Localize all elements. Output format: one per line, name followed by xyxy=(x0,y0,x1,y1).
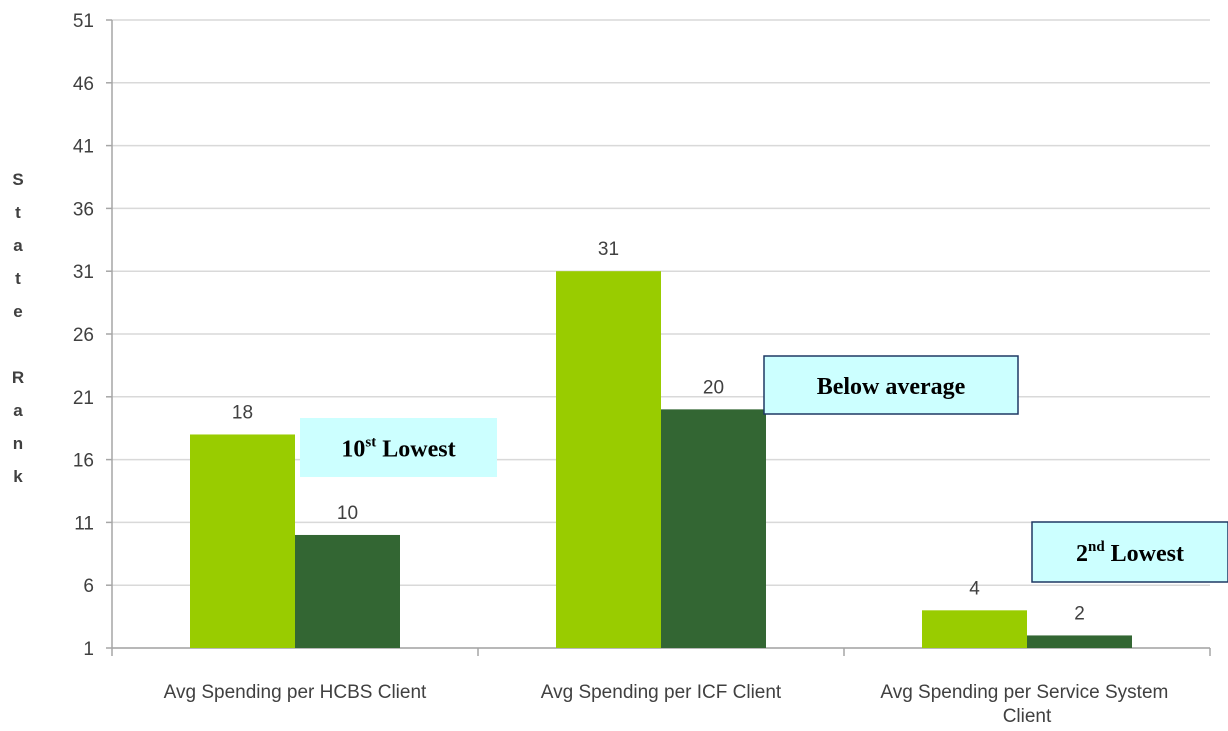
y-tick-label: 36 xyxy=(73,199,94,220)
x-tick-label: Avg Spending per Service System Client xyxy=(880,682,1173,727)
value-label: 20 xyxy=(703,377,724,398)
annotation-box xyxy=(763,355,1019,415)
annotation-box xyxy=(300,418,497,477)
bar xyxy=(1027,635,1132,648)
value-label: 18 xyxy=(232,402,253,423)
annotation-superscript: st xyxy=(365,435,376,451)
annotation: 10st Lowest xyxy=(341,435,455,463)
value-label: 4 xyxy=(969,578,980,599)
x-tick-label: Avg Spending per ICF Client xyxy=(541,682,782,703)
bar xyxy=(190,434,295,648)
annotation: Below average xyxy=(817,374,966,400)
y-tick-label: 16 xyxy=(73,451,94,472)
y-tick-label: 51 xyxy=(73,11,94,32)
value-label: 2 xyxy=(1074,603,1085,624)
y-tick-label: 1 xyxy=(83,639,94,660)
annotation-suffix: Lowest xyxy=(1105,541,1184,567)
x-tick-label: Avg Spending per HCBS Client xyxy=(164,682,427,703)
annotation: 2nd Lowest xyxy=(1076,539,1184,567)
bar xyxy=(556,271,661,648)
bar xyxy=(661,409,766,648)
value-label: 10 xyxy=(337,503,358,524)
y-tick-label: 41 xyxy=(73,137,94,158)
y-tick-label: 26 xyxy=(73,325,94,346)
annotation-superscript: nd xyxy=(1088,539,1105,555)
annotation-text: Below average xyxy=(817,374,966,400)
bar xyxy=(295,534,400,648)
y-tick-label: 6 xyxy=(83,576,94,597)
annotation-box xyxy=(1031,521,1228,583)
value-label: 31 xyxy=(598,239,619,260)
y-tick-label: 46 xyxy=(73,74,94,95)
y-tick-label: 11 xyxy=(74,513,94,534)
y-tick-label: 31 xyxy=(73,262,94,283)
y-axis-label: State Rank xyxy=(9,170,28,500)
annotation-suffix: Lowest xyxy=(376,437,455,463)
bar xyxy=(922,610,1027,648)
annotation-text: 10 xyxy=(341,437,365,463)
annotation-text: 2 xyxy=(1076,541,1088,567)
y-tick-label: 21 xyxy=(73,388,94,409)
